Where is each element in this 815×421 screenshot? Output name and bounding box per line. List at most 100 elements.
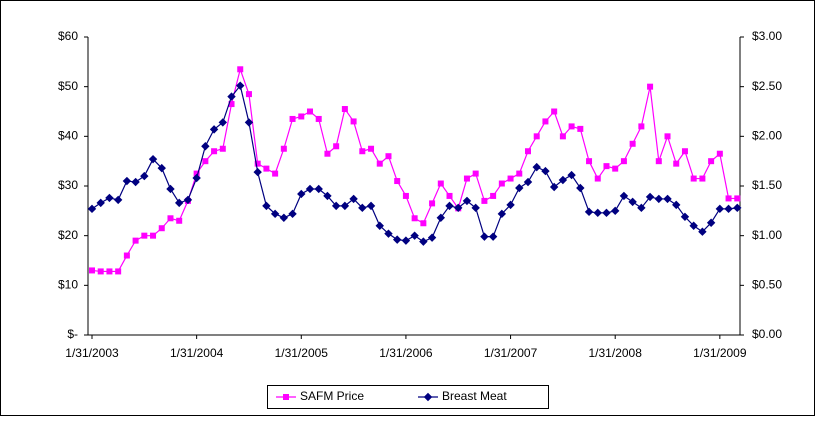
data-point <box>375 221 384 230</box>
data-point <box>551 108 558 115</box>
data-point <box>263 165 270 172</box>
data-point <box>340 201 350 211</box>
data-point <box>279 213 289 222</box>
y-tick-label: $40 <box>58 129 78 143</box>
data-point <box>647 83 654 90</box>
data-point <box>654 194 664 204</box>
data-point <box>715 204 725 214</box>
data-point <box>359 148 366 155</box>
data-point <box>567 170 576 180</box>
data-point <box>533 133 540 140</box>
data-point <box>436 213 446 222</box>
data-point <box>341 106 348 113</box>
data-point <box>87 204 97 214</box>
data-point <box>297 189 306 199</box>
y2-tick-label: $2.50 <box>752 79 782 93</box>
data-point <box>645 192 655 202</box>
data-point <box>150 232 157 239</box>
data-point <box>629 140 636 147</box>
x-tick-label: 1/31/2008 <box>589 346 643 360</box>
data-point <box>157 163 166 173</box>
data-point <box>411 215 418 222</box>
data-point <box>689 221 698 230</box>
data-point <box>211 148 218 155</box>
data-point <box>698 227 707 236</box>
data-point <box>445 201 454 211</box>
data-point <box>122 176 132 186</box>
data-point <box>620 158 627 165</box>
y-tick-label: $20 <box>58 228 78 242</box>
data-point <box>637 203 646 213</box>
y-tick-label: $60 <box>58 29 78 43</box>
data-point <box>542 118 549 125</box>
data-point <box>463 175 470 182</box>
data-point <box>219 145 226 152</box>
data-point <box>716 150 723 157</box>
data-point <box>245 91 252 98</box>
data-point <box>515 183 524 193</box>
data-point <box>89 267 95 274</box>
data-point <box>420 220 427 227</box>
y-tick-label: $10 <box>58 278 78 292</box>
data-point <box>628 197 637 207</box>
data-point <box>558 175 568 185</box>
data-point <box>724 204 733 214</box>
data-point <box>253 167 262 177</box>
data-point <box>559 133 566 140</box>
data-point <box>192 173 201 183</box>
data-point <box>349 194 358 204</box>
y-tick-label: $30 <box>58 178 78 192</box>
data-point <box>227 92 236 101</box>
data-point <box>680 212 690 222</box>
data-point <box>619 191 629 201</box>
y2-tick-label: $2.00 <box>752 129 782 143</box>
data-point <box>350 118 357 125</box>
data-point <box>655 158 662 165</box>
data-point <box>577 125 584 132</box>
data-point <box>541 166 550 176</box>
data-point <box>672 200 681 210</box>
y2-tick-label: $1.50 <box>752 178 782 192</box>
data-point <box>576 183 585 193</box>
data-point <box>237 66 244 73</box>
data-point <box>280 145 287 152</box>
data-point <box>402 192 409 199</box>
data-point <box>115 268 122 275</box>
data-point <box>106 268 113 275</box>
data-point <box>174 198 184 208</box>
data-point <box>97 268 104 275</box>
data-point <box>218 118 228 127</box>
data-point <box>725 195 732 202</box>
data-point <box>314 184 323 194</box>
data-point <box>454 203 463 213</box>
data-point <box>358 203 367 213</box>
data-point <box>289 115 296 122</box>
y2-tick-label: $0.00 <box>752 327 782 341</box>
y-tick-label: $- <box>67 327 78 341</box>
y-tick-label: $50 <box>58 79 78 93</box>
data-point <box>384 229 393 238</box>
data-point <box>708 158 715 165</box>
data-point <box>690 175 697 182</box>
data-point <box>366 201 376 211</box>
data-point <box>288 209 297 219</box>
data-point <box>734 195 741 202</box>
data-point <box>244 118 254 127</box>
data-point <box>148 154 158 164</box>
legend-marker <box>283 394 289 400</box>
legend-box <box>267 385 549 409</box>
data-point <box>167 215 174 222</box>
data-point <box>437 180 444 187</box>
data-point <box>209 125 219 134</box>
x-tick-label: 1/31/2006 <box>379 346 433 360</box>
data-point <box>141 232 148 239</box>
data-point <box>480 232 489 241</box>
data-point <box>324 150 331 157</box>
data-point <box>516 170 523 177</box>
data-point <box>549 182 559 192</box>
data-point <box>376 160 383 167</box>
data-point <box>523 177 533 187</box>
data-point <box>594 175 601 182</box>
data-point <box>593 208 602 218</box>
